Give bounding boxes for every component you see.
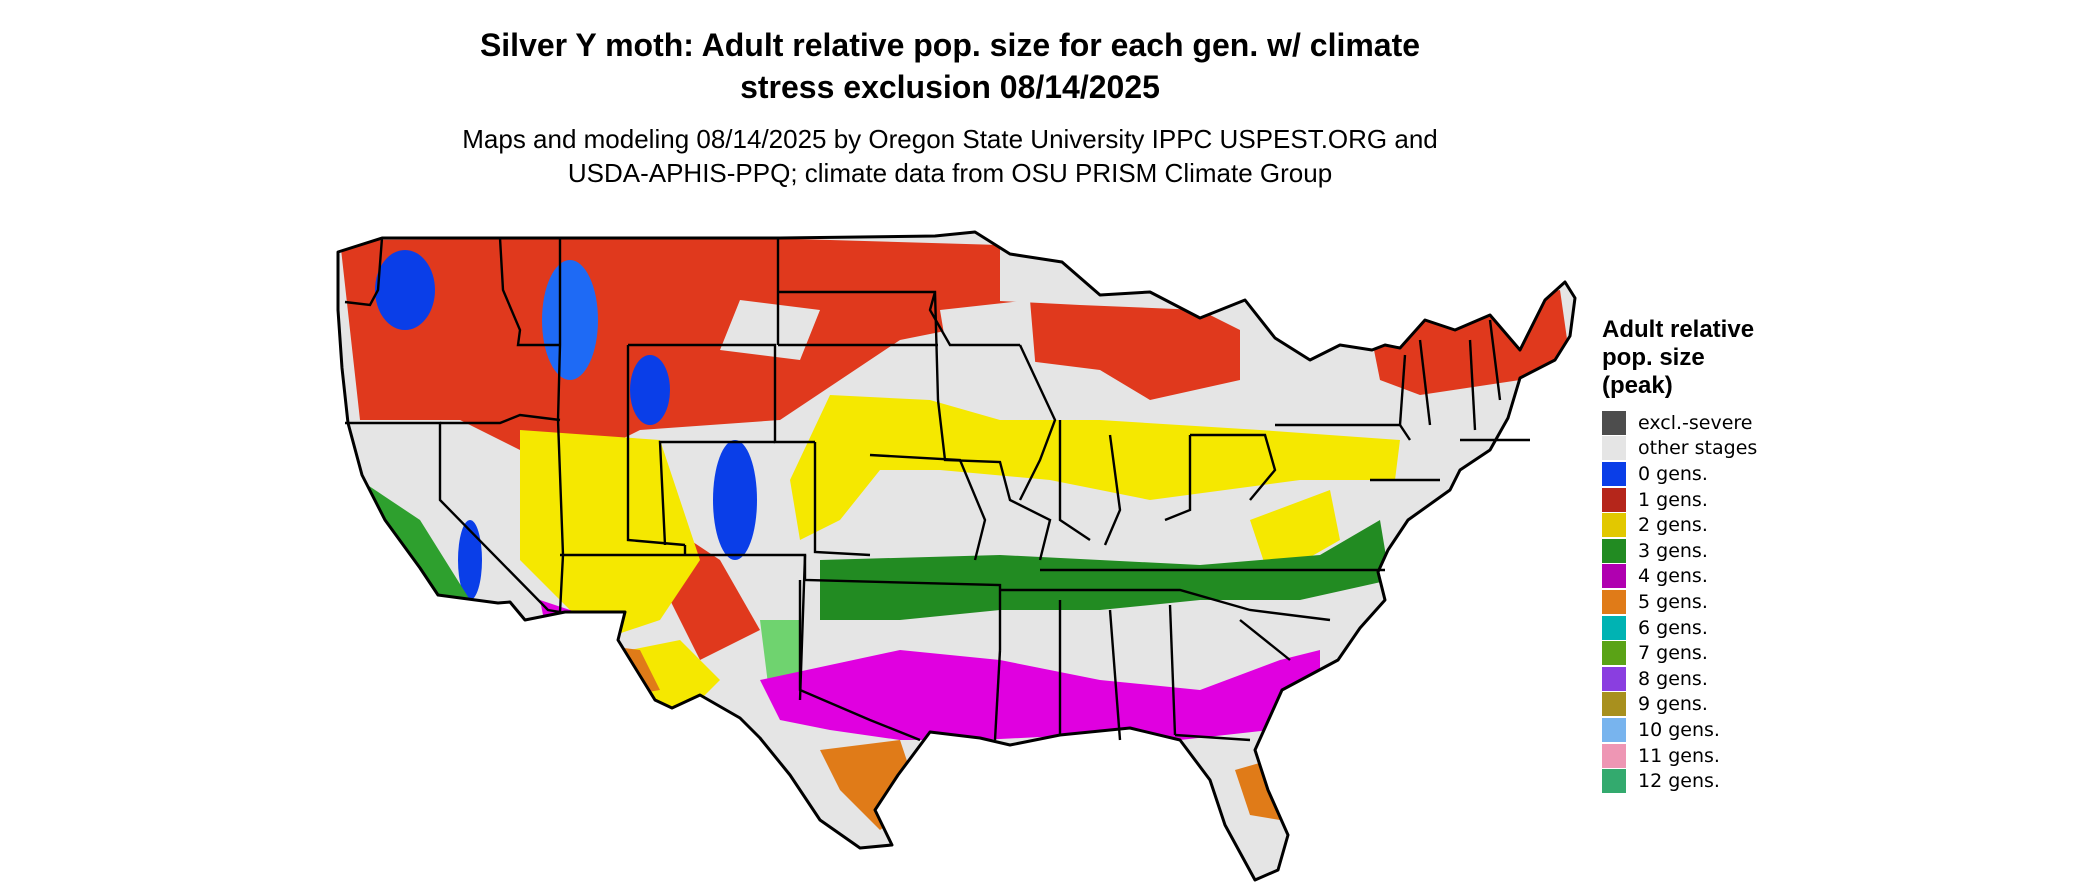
legend-swatch: [1602, 436, 1626, 461]
legend-label: 3 gens.: [1638, 539, 1708, 562]
legend-label: 2 gens.: [1638, 514, 1708, 537]
legend-item: 10 gens.: [1602, 717, 1902, 743]
legend-swatch: [1602, 513, 1626, 538]
legend-label: 7 gens.: [1638, 642, 1708, 665]
legend-label: 0 gens.: [1638, 462, 1708, 485]
legend-swatch: [1602, 538, 1626, 563]
legend-item: 7 gens.: [1602, 640, 1902, 666]
legend-label: 4 gens.: [1638, 565, 1708, 588]
legend-label: other stages: [1638, 437, 1758, 460]
legend-swatch: [1602, 410, 1626, 435]
legend-label: 5 gens.: [1638, 590, 1708, 613]
legend-swatch: [1602, 666, 1626, 691]
legend-swatch: [1602, 717, 1626, 742]
map-subtitle: Maps and modeling 08/14/2025 by Oregon S…: [462, 124, 1438, 188]
legend-item: 0 gens.: [1602, 461, 1902, 487]
legend-item: 2 gens.: [1602, 512, 1902, 538]
legend-item: 5 gens.: [1602, 589, 1902, 615]
legend-item: 12 gens.: [1602, 768, 1902, 794]
legend-title: Adult relative pop. size (peak): [1602, 316, 1755, 399]
legend-swatch: [1602, 589, 1626, 614]
legend-item: excl.-severe: [1602, 410, 1902, 436]
legend-label: 9 gens.: [1638, 693, 1708, 716]
legend-swatch: [1602, 487, 1626, 512]
legend-swatch: [1602, 743, 1626, 768]
legend-items: excl.-severe other stages 0 gens. 1 gens. 2 …: [1602, 410, 1902, 794]
legend-label: excl.-severe: [1638, 411, 1753, 434]
legend-item: 8 gens.: [1602, 666, 1902, 692]
legend-swatch: [1602, 692, 1626, 717]
legend-item: other stages: [1602, 436, 1902, 462]
legend-swatch: [1602, 461, 1626, 486]
legend-item: 9 gens.: [1602, 692, 1902, 718]
map-legend: Adult relative pop. size (peak) excl.-se…: [1602, 316, 1902, 794]
legend-item: 1 gens.: [1602, 487, 1902, 513]
legend-swatch: [1602, 564, 1626, 589]
legend-label: 10 gens.: [1638, 718, 1720, 741]
us-generations-map: [336, 230, 1577, 882]
legend-label: 8 gens.: [1638, 667, 1708, 690]
legend-item: 4 gens.: [1602, 564, 1902, 590]
legend-label: 12 gens.: [1638, 770, 1720, 793]
legend-swatch: [1602, 769, 1626, 794]
legend-item: 6 gens.: [1602, 615, 1902, 641]
legend-swatch: [1602, 615, 1626, 640]
map-title: Silver Y moth: Adult relative pop. size …: [479, 27, 1421, 105]
legend-item: 3 gens.: [1602, 538, 1902, 564]
legend-label: 6 gens.: [1638, 616, 1708, 639]
legend-label: 11 gens.: [1638, 744, 1720, 767]
legend-swatch: [1602, 641, 1626, 666]
legend-item: 11 gens.: [1602, 743, 1902, 769]
legend-label: 1 gens.: [1638, 488, 1708, 511]
